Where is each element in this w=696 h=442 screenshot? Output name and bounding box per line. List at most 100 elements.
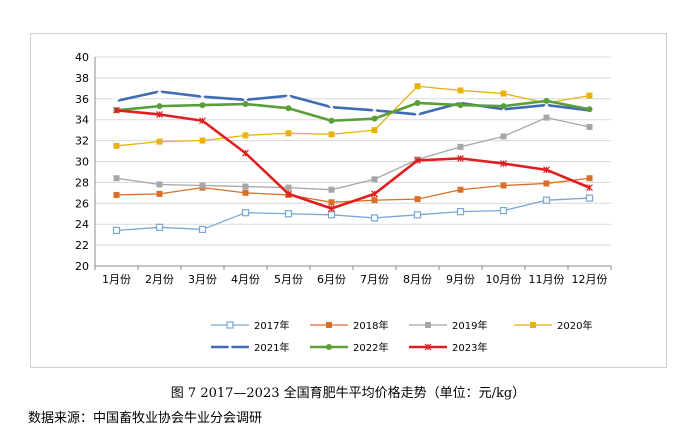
data-point <box>156 111 163 118</box>
legend-label: 2018年 <box>353 319 388 332</box>
data-point <box>198 92 207 102</box>
data-point <box>500 103 507 110</box>
data-point <box>413 110 422 119</box>
y-tick-label: 32 <box>75 135 89 148</box>
line-chart: 20 22 24 26 28 30 32 34 36 38 40 1月份 2月份 3月份 4月份 5月份 6月份… <box>75 51 612 354</box>
data-point <box>371 115 378 122</box>
y-tick-label: 36 <box>75 93 89 106</box>
series-line-2021年 <box>116 90 590 116</box>
x-tick-label: 8月份 <box>403 273 432 286</box>
data-point <box>198 225 207 234</box>
data-point <box>113 191 120 198</box>
data-point <box>113 106 120 114</box>
data-point <box>500 90 507 97</box>
data-point <box>543 114 550 121</box>
data-point <box>242 132 249 139</box>
data-point <box>371 176 378 183</box>
data-point <box>156 103 163 110</box>
x-tick-label: 12月份 <box>572 273 608 286</box>
series-line-2020年 <box>116 85 590 147</box>
data-point <box>285 105 292 112</box>
legend-marker <box>226 321 234 329</box>
x-tick-label: 5月份 <box>274 273 303 286</box>
data-point <box>328 199 335 206</box>
data-point <box>371 127 378 134</box>
x-tick-label: 6月份 <box>317 273 346 286</box>
x-tick-label: 4月份 <box>231 273 260 286</box>
data-point <box>156 138 163 145</box>
data-point <box>328 205 335 212</box>
legend-marker <box>326 344 332 350</box>
data-point <box>499 207 508 215</box>
data-point <box>241 209 250 217</box>
x-tick-label: 1月份 <box>102 273 131 286</box>
x-tick-label: 7月份 <box>360 273 389 286</box>
data-point <box>327 102 336 112</box>
y-tick-label: 26 <box>75 197 89 210</box>
data-point <box>414 83 421 90</box>
y-tick-label: 28 <box>75 176 89 189</box>
data-point <box>242 183 249 190</box>
legend-marker <box>225 342 235 352</box>
data-point <box>155 87 164 96</box>
data-point <box>413 211 422 219</box>
data-point <box>112 226 121 235</box>
data-point <box>156 190 163 197</box>
data-point <box>327 211 336 219</box>
legend-marker <box>530 322 536 328</box>
y-tick-label: 40 <box>75 51 89 64</box>
data-point <box>370 105 379 115</box>
data-point <box>586 184 593 192</box>
x-tick-label: 2月份 <box>145 273 174 286</box>
y-tick-label: 38 <box>75 72 89 85</box>
data-point <box>285 184 292 191</box>
x-tick-label: 3月份 <box>188 273 217 286</box>
data-point <box>156 181 163 188</box>
data-point <box>155 223 164 231</box>
y-tick-label: 24 <box>75 218 89 231</box>
data-point <box>112 96 121 106</box>
data-point <box>457 102 464 109</box>
legend-label: 2019年 <box>452 319 487 332</box>
data-point <box>456 208 465 216</box>
legend-marker <box>326 322 332 328</box>
series-line-2019年 <box>116 116 590 191</box>
series-line-2018年 <box>116 177 590 203</box>
data-point <box>457 186 464 193</box>
data-point <box>543 166 550 174</box>
data-point <box>585 194 594 202</box>
data-point <box>113 142 120 149</box>
y-tick-label: 20 <box>75 260 89 273</box>
legend-label: 2022年 <box>353 341 388 354</box>
data-point <box>371 190 378 198</box>
y-tick-label: 30 <box>75 156 89 169</box>
data-point <box>199 102 206 109</box>
data-point <box>328 131 335 138</box>
data-point <box>284 210 293 218</box>
data-point <box>242 149 249 157</box>
data-point <box>199 117 206 125</box>
data-point <box>285 130 292 137</box>
figure-caption: 图 7 2017—2023 全国育肥牛平均价格走势（单位：元/kg） <box>170 386 526 401</box>
data-point <box>199 182 206 189</box>
data-point <box>586 175 593 182</box>
data-point <box>586 92 593 99</box>
x-tick-label: 10月份 <box>486 273 522 286</box>
data-source-note: 数据来源：中国畜牧业协会牛业分会调研 <box>28 411 263 426</box>
legend-label: 2021年 <box>254 341 289 354</box>
x-tick-label: 11月份 <box>529 273 565 286</box>
data-point <box>543 180 550 187</box>
data-point <box>328 117 335 124</box>
data-point <box>199 137 206 144</box>
data-point <box>542 196 551 204</box>
data-point <box>113 175 120 182</box>
data-point <box>328 186 335 193</box>
legend-label: 2023年 <box>452 341 487 354</box>
data-point <box>500 182 507 189</box>
y-tick-label: 22 <box>75 239 89 252</box>
data-point <box>414 157 421 164</box>
data-point <box>242 101 249 108</box>
data-point <box>457 143 464 150</box>
data-point <box>586 106 593 113</box>
data-point <box>457 154 464 162</box>
